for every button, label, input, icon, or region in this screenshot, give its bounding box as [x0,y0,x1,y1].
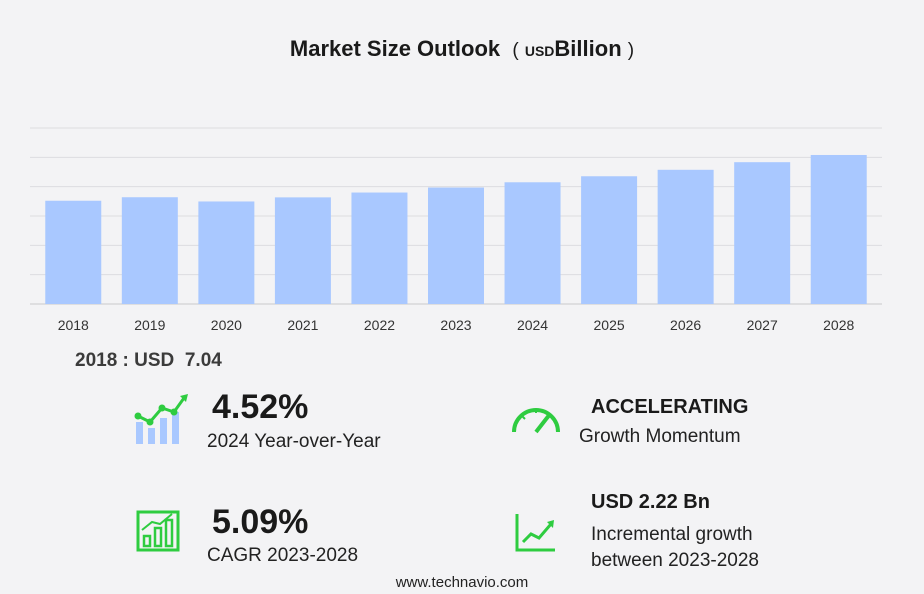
incremental-value: USD 2.22 Bn [591,491,710,513]
x-tick-label: 2026 [670,317,701,333]
bar-2023 [428,187,484,304]
base-year-value: 2018 : USD 7.04 [75,350,222,372]
x-tick-label: 2022 [364,317,395,333]
bar-2020 [198,201,255,304]
x-tick-label: 2019 [134,317,165,333]
title-main: Market Size Outlook [289,36,501,61]
bar-2021 [274,197,331,304]
title-unit-word: Billion [554,36,622,61]
yoy-label: 2024 Year-over-Year [207,431,381,452]
bar-2019 [121,197,178,304]
x-tick-label: 2023 [440,317,471,333]
growth-chart-icon [134,394,188,444]
bar-2022 [351,192,408,304]
trend-line-icon [515,514,555,552]
bar-2024 [504,182,561,304]
speedometer-icon [512,408,560,434]
bar-2025 [581,176,638,304]
cagr-label: CAGR 2023-2028 [207,545,359,566]
x-tick-label: 2028 [823,317,854,333]
momentum-label: Growth Momentum [579,426,741,447]
momentum-value: ACCELERATING [591,396,749,418]
chart-title: Market Size Outlook ( USDBillion ) [0,36,924,62]
base-number: 7.04 [184,350,222,371]
x-tick-label: 2018 [58,317,89,333]
x-tick-label: 2020 [211,317,242,333]
title-unit-open: ( [512,40,519,61]
bar-2027 [734,162,791,304]
yoy-value: 4.52% [212,388,309,426]
incremental-label-line1: Incremental growth [591,524,753,545]
base-label: 2018 : USD [75,350,175,371]
bar-chart: 2018 2019 2020 2021 2022 2023 2024 2025 2026 2027… [30,127,882,333]
x-tick-label: 2024 [517,317,548,333]
bar-2018 [45,200,102,304]
x-tick-label: 2027 [747,317,778,333]
bar-2026 [657,169,714,304]
footer-url: www.technavio.com [395,574,529,591]
incremental-label-line2: between 2023-2028 [591,550,759,571]
title-unit-close: ) [627,40,635,61]
bar-chart-icon [136,510,180,552]
title-unit-usd: USD [524,43,555,59]
cagr-value: 5.09% [212,503,309,541]
x-tick-label: 2021 [287,317,318,333]
bar-2028 [810,154,867,304]
x-tick-label: 2025 [594,317,625,333]
